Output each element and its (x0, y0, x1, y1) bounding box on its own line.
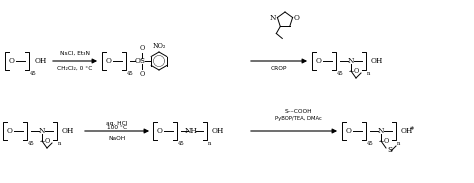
Text: aq. HCl: aq. HCl (106, 120, 128, 126)
Text: O: O (9, 57, 15, 65)
Text: O: O (139, 70, 145, 78)
Text: n: n (367, 71, 370, 76)
Text: O: O (139, 44, 145, 52)
Text: NH: NH (184, 127, 198, 135)
Text: n: n (58, 141, 61, 146)
Text: n: n (208, 141, 211, 146)
Text: O: O (346, 127, 352, 135)
Text: S––COOH: S––COOH (284, 109, 312, 114)
Text: CROP: CROP (271, 66, 287, 71)
Text: O: O (293, 14, 300, 22)
Text: 45: 45 (178, 141, 185, 146)
Text: 45: 45 (30, 71, 37, 76)
Text: PyBOP/TEA, DMAc: PyBOP/TEA, DMAc (274, 116, 321, 121)
Text: N: N (348, 57, 354, 65)
Text: 45: 45 (127, 71, 134, 76)
Text: n: n (397, 141, 401, 146)
Text: O: O (354, 67, 359, 75)
Text: 100 °C: 100 °C (107, 125, 127, 130)
Text: OH: OH (371, 57, 383, 65)
Text: O: O (135, 57, 141, 65)
Text: N: N (378, 127, 384, 135)
Text: 45: 45 (28, 141, 35, 146)
Text: CH₂Cl₂, 0 °C: CH₂Cl₂, 0 °C (57, 66, 93, 71)
Text: O: O (157, 127, 163, 135)
Text: 45: 45 (367, 141, 374, 146)
Text: OH: OH (35, 57, 47, 65)
Text: N: N (39, 127, 45, 135)
Text: OH: OH (212, 127, 224, 135)
Text: O: O (45, 137, 50, 145)
Text: OH: OH (401, 127, 413, 135)
Text: S: S (139, 57, 145, 65)
Text: S: S (387, 146, 392, 154)
Text: NaOH: NaOH (109, 136, 126, 141)
Text: O: O (7, 127, 13, 135)
Text: O: O (106, 57, 112, 65)
Text: NO₂: NO₂ (152, 42, 166, 50)
Text: O: O (384, 137, 389, 145)
Text: NsCl, Et₃N: NsCl, Et₃N (60, 51, 90, 55)
Text: *: * (410, 126, 414, 135)
Text: O: O (316, 57, 322, 65)
Text: OH: OH (62, 127, 74, 135)
Text: N: N (270, 14, 276, 22)
Text: 45: 45 (337, 71, 344, 76)
